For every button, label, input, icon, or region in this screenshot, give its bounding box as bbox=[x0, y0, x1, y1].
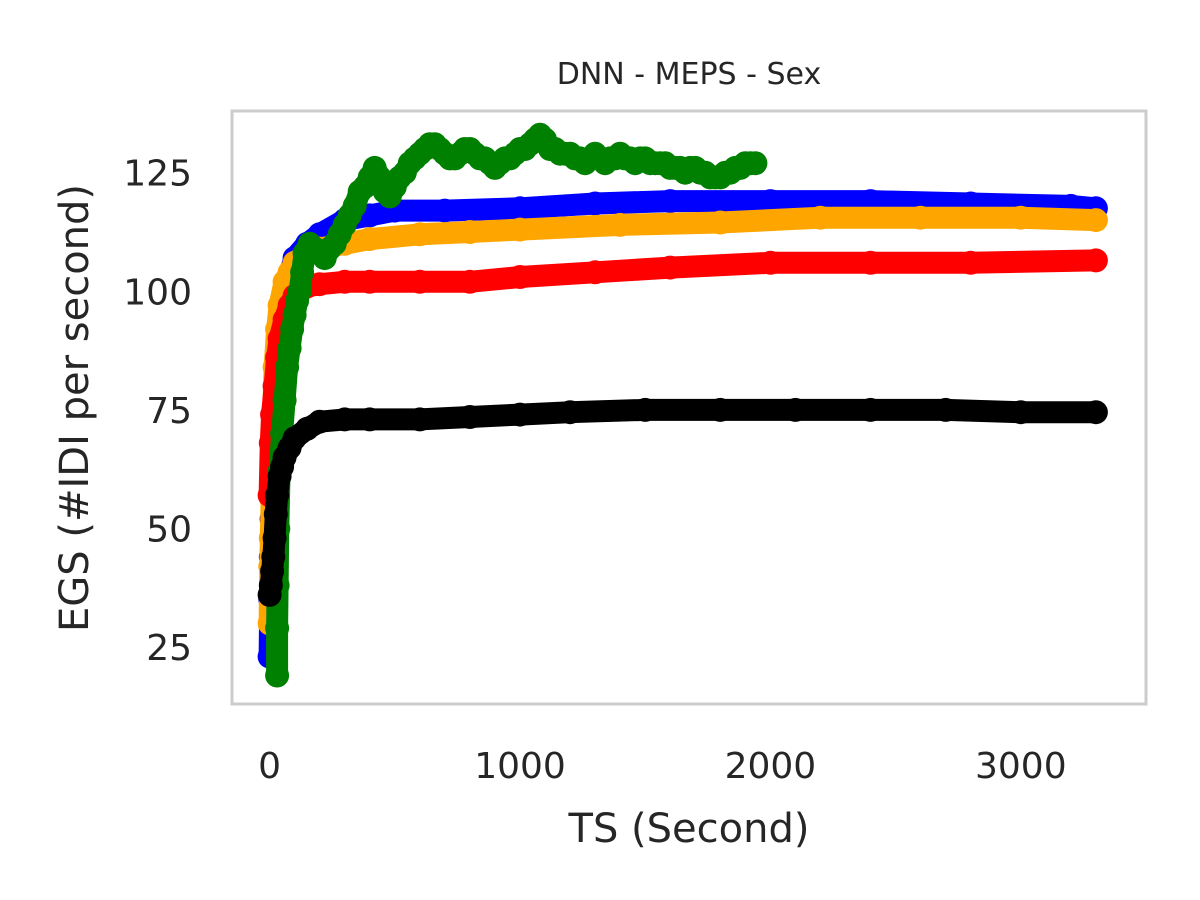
series-4-point-17 bbox=[457, 405, 482, 429]
x-tick-label: 1000 bbox=[474, 746, 566, 787]
y-axis-label: EGS (#IDI per second) bbox=[52, 184, 98, 632]
series-4-point-21 bbox=[708, 397, 733, 422]
series-4-point-25 bbox=[1008, 400, 1033, 425]
series-3-point-6 bbox=[272, 388, 297, 413]
series-4 bbox=[257, 397, 1108, 607]
series-1-point-15 bbox=[357, 227, 382, 252]
series-4-point-24 bbox=[933, 397, 958, 422]
x-tick-label: 0 bbox=[258, 746, 281, 787]
x-axis-label: TS (Second) bbox=[568, 806, 810, 852]
x-tick-label: 2000 bbox=[725, 746, 817, 787]
series-3-point-13 bbox=[290, 260, 315, 285]
series-3-point-7 bbox=[275, 355, 300, 380]
series-4-point-20 bbox=[633, 397, 658, 422]
series-2-point-16 bbox=[583, 260, 608, 285]
x-tick-labels: 0 1000 2000 3000 bbox=[258, 746, 1066, 787]
series-2-point-12 bbox=[357, 269, 382, 294]
series-4-point-16 bbox=[407, 407, 432, 432]
series-3-point-8 bbox=[277, 336, 302, 361]
series-4-point-13 bbox=[307, 409, 332, 434]
series-4-line bbox=[258, 398, 1107, 606]
series-2-point-13 bbox=[407, 269, 432, 294]
y-tick-labels: 25 50 75 100 125 bbox=[123, 154, 192, 669]
series-2-point-14 bbox=[457, 269, 482, 294]
series-2-point-15 bbox=[508, 265, 532, 289]
series-1-point-24 bbox=[1083, 208, 1108, 233]
y-tick-label: 75 bbox=[146, 391, 192, 432]
series-1-point-21 bbox=[808, 205, 833, 230]
series-1-point-22 bbox=[908, 205, 933, 230]
series-2-point-21 bbox=[1083, 248, 1108, 273]
series-4-point-14 bbox=[332, 407, 357, 432]
series-0-point-22 bbox=[658, 189, 683, 214]
series-4-point-3 bbox=[261, 544, 286, 569]
series-1-point-16 bbox=[407, 222, 432, 247]
series-2-point-19 bbox=[858, 250, 883, 275]
series-1-point-19 bbox=[608, 212, 633, 237]
series-2-point-18 bbox=[758, 250, 783, 275]
series-0-point-23 bbox=[758, 189, 783, 214]
series-3-point-1 bbox=[265, 616, 290, 641]
series-4-point-19 bbox=[558, 400, 583, 425]
series-4-point-15 bbox=[357, 407, 382, 432]
series-2-point-11 bbox=[332, 269, 357, 294]
series-4-point-4 bbox=[262, 526, 287, 550]
series-1-point-17 bbox=[457, 220, 482, 244]
series-2 bbox=[257, 248, 1108, 508]
series-4-point-5 bbox=[263, 502, 288, 527]
series-3-point-0 bbox=[265, 663, 290, 688]
series-2-line bbox=[258, 249, 1107, 507]
series-2-point-17 bbox=[658, 255, 683, 280]
series-4-point-22 bbox=[783, 397, 808, 422]
chart-title: DNN - MEPS - Sex bbox=[557, 57, 821, 92]
series-0-point-20 bbox=[508, 196, 532, 221]
series-3-point-104 bbox=[743, 151, 768, 176]
series-1-point-20 bbox=[708, 210, 733, 235]
series-1-point-18 bbox=[508, 217, 532, 242]
y-tick-label: 50 bbox=[146, 510, 192, 551]
series-3 bbox=[265, 122, 768, 688]
series-0-point-19 bbox=[432, 198, 457, 223]
plot-frame bbox=[230, 109, 1148, 706]
y-tick-label: 25 bbox=[146, 628, 192, 669]
series-4-point-18 bbox=[508, 402, 532, 427]
y-tick-label: 125 bbox=[123, 154, 192, 195]
series-4-point-26 bbox=[1083, 400, 1108, 425]
series-4-point-6 bbox=[265, 483, 290, 508]
series-2-point-10 bbox=[307, 272, 332, 297]
series-4-point-23 bbox=[858, 397, 883, 422]
series-3-point-12 bbox=[287, 279, 312, 304]
series-2-point-20 bbox=[958, 250, 983, 275]
y-tick-label: 100 bbox=[123, 272, 192, 313]
x-tick-label: 3000 bbox=[975, 746, 1067, 787]
series-1-point-23 bbox=[1008, 205, 1033, 230]
series-0-point-21 bbox=[583, 191, 608, 216]
series-layer bbox=[257, 122, 1108, 688]
